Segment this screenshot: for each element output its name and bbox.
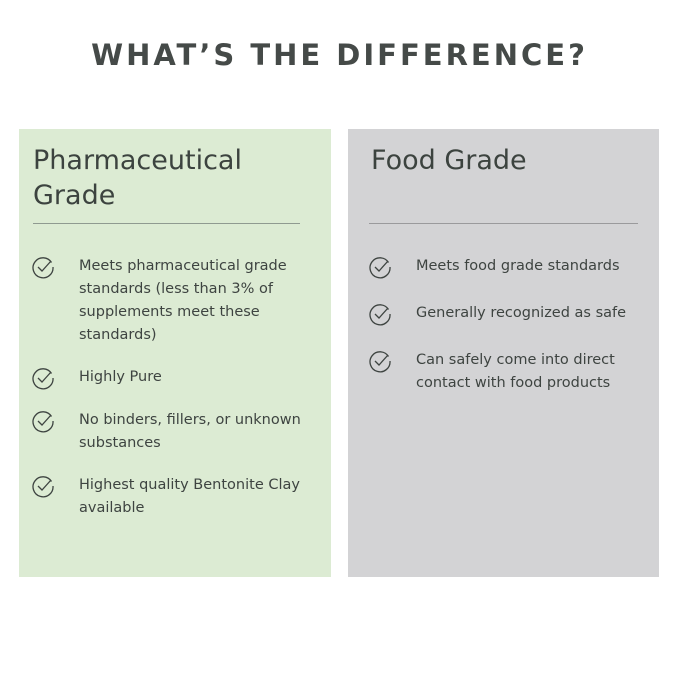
page-title: WHAT’S THE DIFFERENCE?: [91, 38, 588, 72]
food-grade-panel: Food Grade Meets food grade standards Ge…: [348, 129, 659, 577]
list-item: Highly Pure: [31, 366, 311, 390]
check-circle-icon: [32, 411, 54, 433]
pharmaceutical-list: Meets pharmaceutical grade standards (le…: [31, 255, 311, 539]
list-item: No binders, fillers, or unknown substanc…: [31, 409, 311, 455]
check-circle-icon: [369, 351, 391, 373]
food-list: Meets food grade standards Generally rec…: [368, 255, 639, 418]
item-text: Meets pharmaceutical grade standards (le…: [79, 258, 287, 343]
check-circle-icon: [369, 257, 391, 279]
food-heading: Food Grade: [371, 145, 527, 176]
heading-line-2: Grade: [33, 180, 116, 211]
heading-line-1: Pharmaceutical: [33, 145, 242, 176]
pharmaceutical-grade-panel: Pharmaceutical Grade Meets pharmaceutica…: [19, 129, 331, 577]
check-circle-icon: [32, 257, 54, 279]
check-circle-icon: [32, 368, 54, 390]
item-text: Highly Pure: [79, 369, 162, 385]
divider: [33, 223, 300, 224]
item-text: Meets food grade standards: [416, 258, 620, 274]
divider: [369, 223, 638, 224]
list-item: Meets food grade standards: [368, 255, 639, 279]
list-item: Meets pharmaceutical grade standards (le…: [31, 255, 311, 347]
item-text: No binders, fillers, or unknown substanc…: [79, 412, 301, 451]
list-item: Highest quality Bentonite Clay available: [31, 474, 311, 520]
item-text: Generally recognized as safe: [416, 305, 627, 321]
check-circle-icon: [369, 304, 391, 326]
list-item: Generally recognized as safe: [368, 302, 639, 326]
item-text: Highest quality Bentonite Clay available: [79, 477, 300, 516]
pharmaceutical-heading: Pharmaceutical Grade: [33, 143, 242, 213]
check-circle-icon: [32, 476, 54, 498]
item-text: Can safely come into direct contact with…: [416, 352, 615, 391]
list-item: Can safely come into direct contact with…: [368, 349, 639, 395]
